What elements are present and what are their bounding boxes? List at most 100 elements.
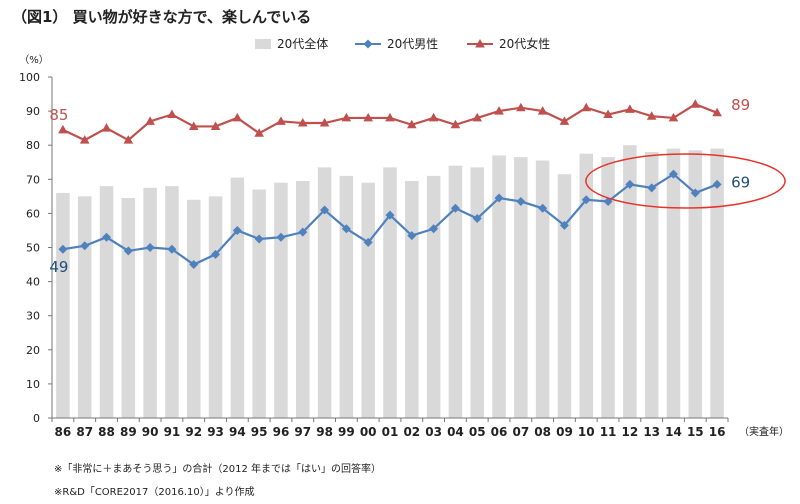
data-point xyxy=(559,116,570,125)
x-tick-label: 90 xyxy=(142,425,159,439)
bar-series xyxy=(56,145,724,419)
bar xyxy=(666,148,681,419)
bar xyxy=(208,196,223,418)
x-tick-label: 00 xyxy=(360,425,377,439)
x-tick-label: 02 xyxy=(403,425,420,439)
x-tick-label: 92 xyxy=(185,425,202,439)
x-tick-label: 01 xyxy=(382,425,399,439)
bar xyxy=(644,152,659,418)
data-point xyxy=(385,112,395,122)
data-point xyxy=(254,128,264,137)
bar xyxy=(405,181,419,418)
x-tick-label: 89 xyxy=(120,425,137,439)
bar xyxy=(535,160,550,419)
bar xyxy=(77,196,92,418)
bar xyxy=(710,148,724,419)
bar xyxy=(579,153,594,418)
x-tick-label: 12 xyxy=(622,425,639,439)
data-point xyxy=(58,244,68,254)
data-point xyxy=(494,106,504,115)
data-point xyxy=(102,232,112,242)
bar xyxy=(470,167,484,418)
bar xyxy=(448,165,463,418)
bar xyxy=(274,182,288,418)
bar xyxy=(688,150,703,418)
bar xyxy=(121,198,136,418)
x-tick-label: 86 xyxy=(55,425,72,439)
legend-marker xyxy=(363,39,373,49)
bar xyxy=(383,167,397,418)
x-tick-label: 96 xyxy=(273,425,290,439)
legend: 20代全体 20代男性 20代女性 xyxy=(255,36,550,51)
bar xyxy=(623,145,637,418)
bar xyxy=(186,199,201,418)
data-point xyxy=(297,118,308,127)
data-point xyxy=(145,243,155,252)
x-tick-label: 05 xyxy=(469,425,486,439)
bar xyxy=(99,186,114,418)
data-point xyxy=(167,244,177,254)
x-tick-label: 98 xyxy=(316,425,333,439)
data-point xyxy=(80,241,90,251)
x-tick-label: 04 xyxy=(447,425,464,439)
y-unit-label: （%） xyxy=(19,54,49,66)
data-point xyxy=(145,116,155,125)
data-point xyxy=(581,195,591,205)
data-point xyxy=(516,102,526,112)
data-point xyxy=(712,179,722,189)
data-point xyxy=(341,224,351,234)
x-tick-label: 99 xyxy=(338,425,355,439)
data-point xyxy=(450,119,461,129)
data-point xyxy=(668,169,678,179)
data-point xyxy=(450,203,460,213)
data-point xyxy=(603,109,613,119)
data-point xyxy=(472,214,482,224)
x-tick-label: 91 xyxy=(164,425,181,439)
data-point xyxy=(712,107,722,117)
data-point xyxy=(559,220,569,230)
data-point xyxy=(646,111,657,120)
data-point xyxy=(538,203,548,213)
data-point xyxy=(58,124,68,134)
data-point xyxy=(276,116,286,125)
page-title: （図1） 買い物が好きな方で、楽しんでいる xyxy=(12,8,312,26)
data-point xyxy=(537,106,548,115)
footnote-1: ※「非常に＋まあそう思う」の合計（2012 年までは「はい」の回答率） xyxy=(54,464,382,475)
legend-label: 20代女性 xyxy=(499,36,550,51)
data-point xyxy=(625,104,635,113)
data-point xyxy=(123,246,133,256)
data-point xyxy=(320,205,330,215)
data-point xyxy=(276,232,286,242)
bar xyxy=(361,182,375,418)
data-label: 49 xyxy=(49,258,68,276)
data-point xyxy=(581,102,592,112)
y-tick-label: 30 xyxy=(26,310,40,323)
bar xyxy=(296,181,310,418)
data-point xyxy=(101,123,112,132)
y-tick-label: 0 xyxy=(33,412,40,425)
data-point xyxy=(363,112,373,122)
data-point xyxy=(647,183,657,193)
bar xyxy=(514,157,528,418)
legend-marker xyxy=(475,39,485,48)
data-point xyxy=(625,179,635,189)
data-point xyxy=(232,112,243,122)
data-point xyxy=(232,225,242,235)
data-point xyxy=(211,249,221,259)
y-tick-label: 10 xyxy=(26,378,40,391)
y-tick-label: 40 xyxy=(26,276,40,289)
data-point xyxy=(385,210,395,220)
x-tick-label: 11 xyxy=(600,425,617,439)
data-point xyxy=(188,121,199,130)
legend-swatch-bar xyxy=(255,39,271,49)
data-label: 69 xyxy=(731,173,750,191)
y-tick-label: 90 xyxy=(26,105,40,118)
legend-label: 20代男性 xyxy=(387,37,438,51)
data-point xyxy=(210,121,221,130)
x-tick-label: 13 xyxy=(643,425,660,439)
y-tick-label: 50 xyxy=(26,242,40,255)
bar xyxy=(557,174,572,418)
data-point xyxy=(189,260,199,270)
